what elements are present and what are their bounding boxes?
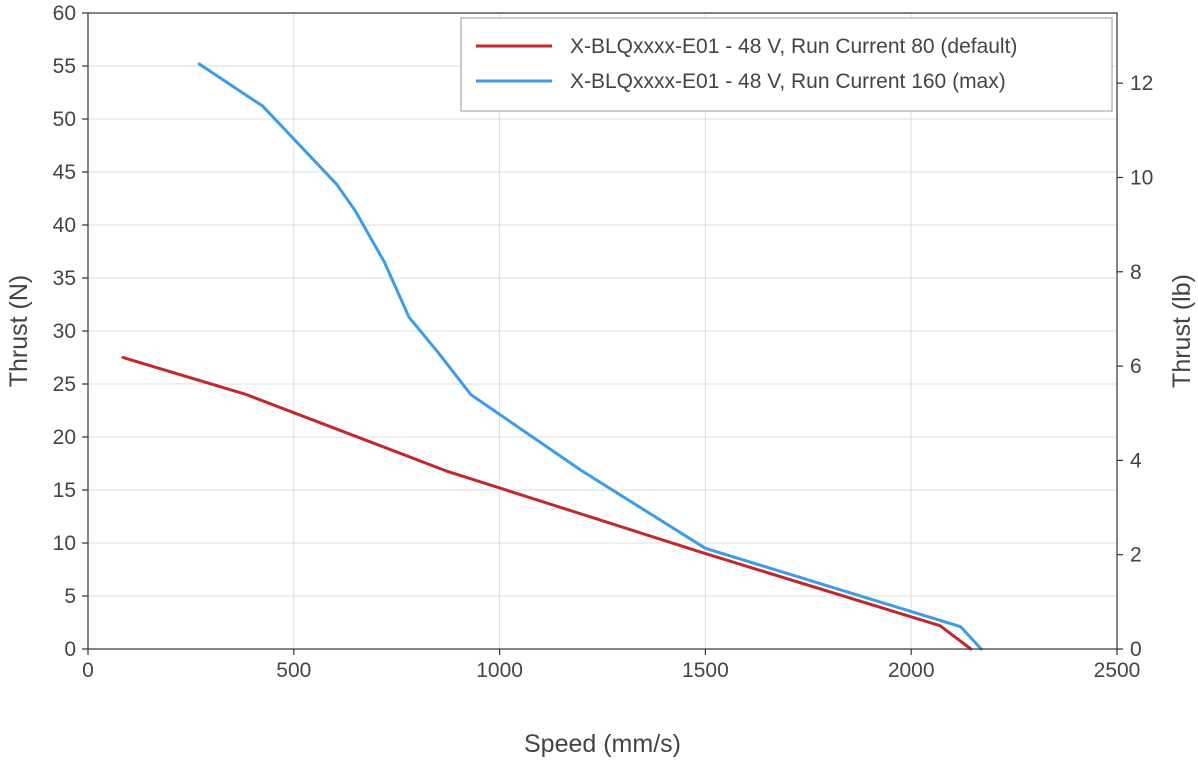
y2-tick-label: 2 <box>1130 544 1142 567</box>
y-tick-label: 25 <box>53 373 76 396</box>
x-tick-label: 2000 <box>888 659 935 682</box>
y-tick-label: 30 <box>53 320 76 343</box>
y2-tick-label: 4 <box>1130 449 1142 472</box>
tick-labels: 0 500 1000 1500 2000 250005101520253035404550… <box>53 2 1154 682</box>
x-tick-label: 0 <box>82 659 94 682</box>
y-tick-label: 55 <box>53 55 76 78</box>
series-line-run-current-160 <box>197 62 983 651</box>
y2-axis-title: Thrust (lb) <box>1168 274 1196 388</box>
y-tick-label: 35 <box>53 267 76 290</box>
y2-tick-label: 6 <box>1130 355 1142 378</box>
y-tick-label: 45 <box>53 161 76 184</box>
y-tick-label: 0 <box>64 638 76 661</box>
legend-box <box>460 17 1113 112</box>
y-tick-label: 50 <box>53 108 76 131</box>
y2-tick-label: 10 <box>1130 166 1153 189</box>
y-tick-label: 5 <box>64 585 76 608</box>
y-axis-title: Thrust (N) <box>5 275 33 388</box>
y-tick-label: 10 <box>53 532 76 555</box>
y-tick-label: 40 <box>53 214 76 237</box>
legend-label-run-current-80: X-BLQxxxx-E01 - 48 V, Run Current 80 (de… <box>570 35 1017 58</box>
y-tick-label: 60 <box>53 2 76 25</box>
y2-tick-label: 12 <box>1130 72 1153 95</box>
series-lines <box>121 62 983 651</box>
x-tick-label: 2500 <box>1094 659 1141 682</box>
y-tick-label: 20 <box>53 426 76 449</box>
legend-label-run-current-160: X-BLQxxxx-E01 - 48 V, Run Current 160 (m… <box>570 70 1006 93</box>
y2-tick-label: 8 <box>1130 261 1142 284</box>
x-tick-label: 1500 <box>682 659 729 682</box>
y-tick-label: 15 <box>53 479 76 502</box>
y2-tick-label: 0 <box>1130 638 1142 661</box>
x-tick-label: 1000 <box>476 659 523 682</box>
x-tick-label: 500 <box>276 659 311 682</box>
x-axis-title: Speed (mm/s) <box>524 730 681 758</box>
legend: X-BLQxxxx-E01 - 48 V, Run Current 80 (de… <box>460 17 1113 112</box>
series-line-run-current-80 <box>121 356 973 651</box>
